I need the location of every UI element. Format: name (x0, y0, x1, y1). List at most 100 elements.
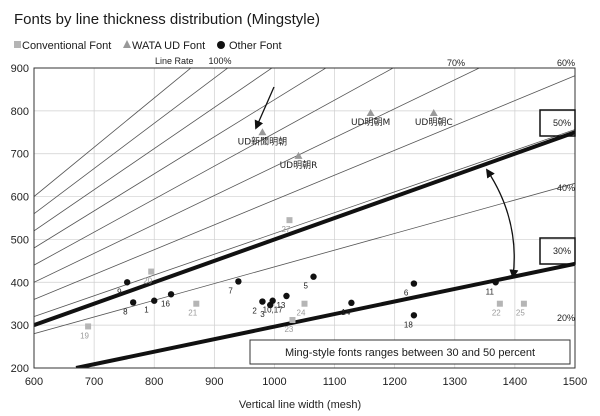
point-label: 18 (404, 320, 413, 329)
point-label: 25 (516, 309, 525, 318)
conventional-font-point (301, 300, 308, 307)
conventional-font-point (85, 323, 92, 330)
annotation-box: Ming-style fonts ranges between 30 and 5… (249, 339, 571, 365)
y-tick-label: 700 (11, 149, 29, 161)
ud-font-point (429, 109, 438, 116)
chart-title: Fonts by line thickness distribution (Mi… (14, 11, 320, 28)
rate-line (34, 129, 575, 317)
x-tick-label: 600 (25, 376, 43, 388)
point-label: 22 (492, 309, 501, 318)
annotation-box-frame (249, 339, 571, 365)
point-label: 5 (304, 282, 309, 291)
other-font-point (410, 280, 418, 287)
x-tick-label: 1000 (262, 376, 286, 388)
point-label: 20 (143, 277, 152, 286)
y-tick-label: 300 (11, 320, 29, 332)
legend: Conventional Font WATA UD Font Other Fon… (14, 40, 282, 52)
y-tick-label: 200 (11, 363, 29, 375)
y-tick-label: 500 (11, 234, 29, 246)
x-tick-label: 1100 (323, 376, 347, 388)
conventional-font-point (193, 300, 200, 307)
ud-font-label: UD明朝M (351, 117, 390, 128)
point-label: 1 (144, 306, 149, 315)
other-font-point (348, 299, 355, 307)
highlight-box-50 (539, 109, 576, 137)
ud-font-label: UD明朝R (280, 160, 318, 171)
x-axis-label: Vertical line width (mesh) (239, 399, 361, 411)
x-tick-label: 900 (205, 376, 223, 388)
legend-other-marker (217, 41, 225, 49)
ud-font-point (258, 128, 267, 136)
legend-ud-marker (123, 40, 131, 48)
grid (33, 67, 576, 369)
other-font-point (167, 291, 175, 298)
bold-range-line (34, 130, 575, 328)
rate-label: 100% (208, 56, 231, 66)
rate-line (34, 75, 575, 300)
point-label: 2 (252, 307, 257, 316)
plot-frame (33, 67, 576, 369)
x-tick-label: 1500 (563, 376, 587, 388)
legend-other-label: Other Font (229, 40, 282, 52)
point-label: 13 (276, 301, 285, 310)
range-double-arrow (485, 168, 519, 279)
ud-font-point (294, 151, 303, 159)
ud-pointer-arrow (254, 86, 275, 130)
annotation-text: Ming-style fonts ranges between 30 and 5… (285, 347, 535, 359)
rate-line (34, 68, 327, 249)
other-font-point (492, 279, 499, 286)
y-tick-label: 400 (11, 277, 29, 289)
point-label: 14 (341, 308, 350, 317)
legend-conventional-label: Conventional Font (22, 40, 111, 52)
rate-label: 30% (553, 246, 571, 256)
rate-axis-label: Line Rate (155, 56, 194, 66)
point-label: 6 (404, 289, 409, 298)
conventional-font-point (520, 300, 527, 307)
y-tick-label: 600 (11, 192, 29, 204)
point-label: 23 (284, 325, 293, 334)
ud-font-point (366, 109, 375, 116)
point-label: 24 (297, 309, 306, 318)
other-font-point (123, 279, 131, 286)
point-label: 9 (117, 287, 122, 296)
other-font-point (235, 278, 242, 285)
rate-highlight-boxes (539, 109, 576, 265)
rate-label: 70% (447, 58, 465, 68)
point-label: 11 (486, 287, 495, 296)
rate-line (34, 68, 273, 232)
rate-lines (34, 68, 575, 335)
rate-label: 40% (557, 183, 575, 193)
y-tick-label: 800 (11, 106, 29, 118)
other-font-point (310, 273, 317, 280)
x-tick-label: 1400 (503, 376, 527, 388)
x-tick-label: 1300 (443, 376, 467, 388)
point-label: 8 (123, 307, 128, 316)
point-label: 3 (260, 310, 265, 319)
point-label: 10,17 (263, 306, 284, 315)
rate-label: 20% (557, 313, 575, 323)
ud-font-labels: UD新聞明朝 UD明朝M UD明朝R UD明朝C (238, 117, 453, 171)
other-font-point (269, 297, 276, 304)
bold-range-lines (34, 130, 575, 368)
y-tick-label: 900 (11, 63, 29, 75)
rate-label: 60% (557, 58, 575, 68)
other-font-point (283, 292, 290, 300)
rate-label: 50% (553, 118, 571, 128)
ud-font-label: UD新聞明朝 (238, 135, 288, 147)
other-font-point (129, 299, 137, 306)
conventional-font-point (289, 317, 296, 323)
rate-line (34, 182, 575, 335)
point-label: 27 (281, 225, 290, 234)
axis-ticks: 600 700 800 900 1000 1100 1200 1300 1400 15002003… (11, 63, 588, 388)
legend-conventional-marker (14, 41, 21, 48)
bold-range-line (75, 261, 575, 368)
conventional-font-point (286, 217, 293, 224)
conventional-font-point (148, 268, 155, 275)
ud-font-label: UD明朝C (415, 117, 453, 128)
other-font-point (151, 297, 158, 304)
x-tick-label: 700 (85, 376, 103, 388)
other-font-point (259, 298, 266, 305)
x-tick-label: 800 (145, 376, 163, 388)
rate-line (34, 68, 192, 198)
